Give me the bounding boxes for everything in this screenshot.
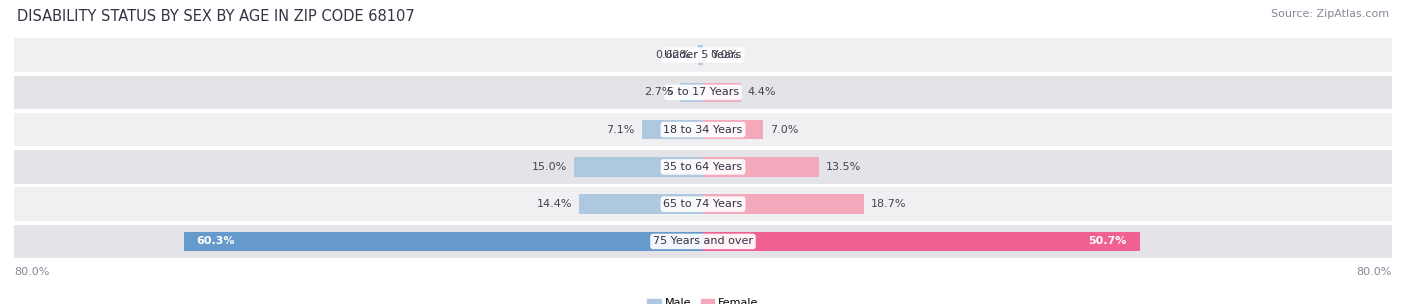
Text: 4.4%: 4.4%	[748, 87, 776, 97]
Text: DISABILITY STATUS BY SEX BY AGE IN ZIP CODE 68107: DISABILITY STATUS BY SEX BY AGE IN ZIP C…	[17, 9, 415, 24]
Text: 50.7%: 50.7%	[1088, 237, 1126, 247]
Text: 80.0%: 80.0%	[14, 267, 49, 277]
Bar	[703, 120, 763, 139]
Text: Under 5 Years: Under 5 Years	[665, 50, 741, 60]
Text: 2.7%: 2.7%	[644, 87, 673, 97]
Text: 65 to 74 Years: 65 to 74 Years	[664, 199, 742, 209]
Legend: Male, Female: Male, Female	[643, 294, 763, 304]
Text: 5 to 17 Years: 5 to 17 Years	[666, 87, 740, 97]
Bar	[697, 45, 703, 65]
Text: 7.0%: 7.0%	[770, 125, 799, 135]
Text: 0.0%: 0.0%	[710, 50, 738, 60]
Text: 18.7%: 18.7%	[870, 199, 907, 209]
Text: 14.4%: 14.4%	[537, 199, 572, 209]
Bar	[14, 76, 1392, 109]
Text: 0.62%: 0.62%	[655, 50, 690, 60]
Bar	[679, 83, 703, 102]
Bar	[14, 150, 1392, 184]
Bar	[703, 83, 741, 102]
Bar	[14, 38, 1392, 72]
Text: 7.1%: 7.1%	[606, 125, 636, 135]
Text: 15.0%: 15.0%	[531, 162, 567, 172]
Bar	[703, 232, 1140, 251]
Text: Source: ZipAtlas.com: Source: ZipAtlas.com	[1271, 9, 1389, 19]
Bar	[184, 232, 703, 251]
Text: 13.5%: 13.5%	[827, 162, 862, 172]
Text: 35 to 64 Years: 35 to 64 Years	[664, 162, 742, 172]
Bar	[703, 195, 865, 214]
Text: 80.0%: 80.0%	[1357, 267, 1392, 277]
Bar	[14, 187, 1392, 221]
Bar	[574, 157, 703, 177]
Text: 60.3%: 60.3%	[197, 237, 235, 247]
Bar	[14, 113, 1392, 147]
Text: 75 Years and over: 75 Years and over	[652, 237, 754, 247]
Bar	[643, 120, 703, 139]
Text: 18 to 34 Years: 18 to 34 Years	[664, 125, 742, 135]
Bar	[579, 195, 703, 214]
Bar	[14, 225, 1392, 258]
Bar	[703, 157, 820, 177]
